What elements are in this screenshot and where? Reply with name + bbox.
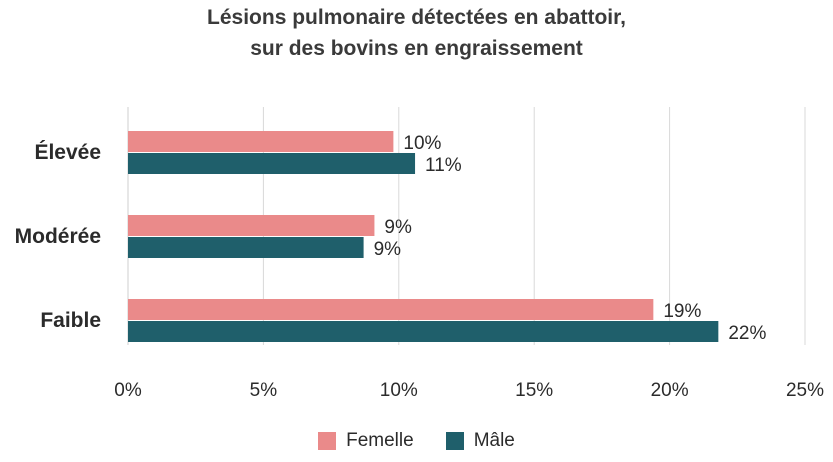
- x-tick-label: 20%: [651, 380, 689, 401]
- chart-title: Lésions pulmonaire détectées en abattoir…: [0, 2, 833, 64]
- chart-title-line-2: sur des bovins en engraissement: [250, 37, 583, 60]
- bar-femelle-1: [128, 215, 375, 236]
- category-label: Élevée: [34, 141, 101, 164]
- data-label: 10%: [403, 133, 441, 154]
- x-tick-label: 25%: [786, 380, 824, 401]
- legend-label-male: Mâle: [473, 430, 515, 451]
- data-label: 9%: [384, 217, 412, 238]
- bar-male-2: [128, 321, 719, 342]
- bar-male-1: [128, 237, 364, 258]
- data-label: 11%: [425, 155, 462, 176]
- legend-item-femelle: Femelle: [318, 430, 414, 452]
- x-tick-label: 5%: [250, 380, 278, 401]
- legend-swatch-male: [445, 432, 464, 450]
- data-label: 19%: [663, 301, 701, 322]
- x-tick-label: 10%: [380, 380, 418, 401]
- category-label: Faible: [40, 309, 101, 332]
- legend-item-male: Mâle: [445, 430, 515, 452]
- bar-male-0: [128, 153, 416, 174]
- x-tick-label: 15%: [515, 380, 553, 401]
- legend: Femelle Mâle: [0, 430, 833, 452]
- category-label: Modérée: [15, 225, 101, 248]
- bar-femelle-0: [128, 131, 394, 152]
- x-tick-label: 0%: [114, 380, 142, 401]
- legend-label-femelle: Femelle: [346, 430, 414, 451]
- chart-title-line-1: Lésions pulmonaire détectées en abattoir…: [207, 6, 626, 29]
- legend-swatch-femelle: [318, 432, 337, 450]
- data-label: 22%: [728, 323, 766, 344]
- data-label: 9%: [374, 239, 402, 260]
- bar-femelle-2: [128, 299, 654, 320]
